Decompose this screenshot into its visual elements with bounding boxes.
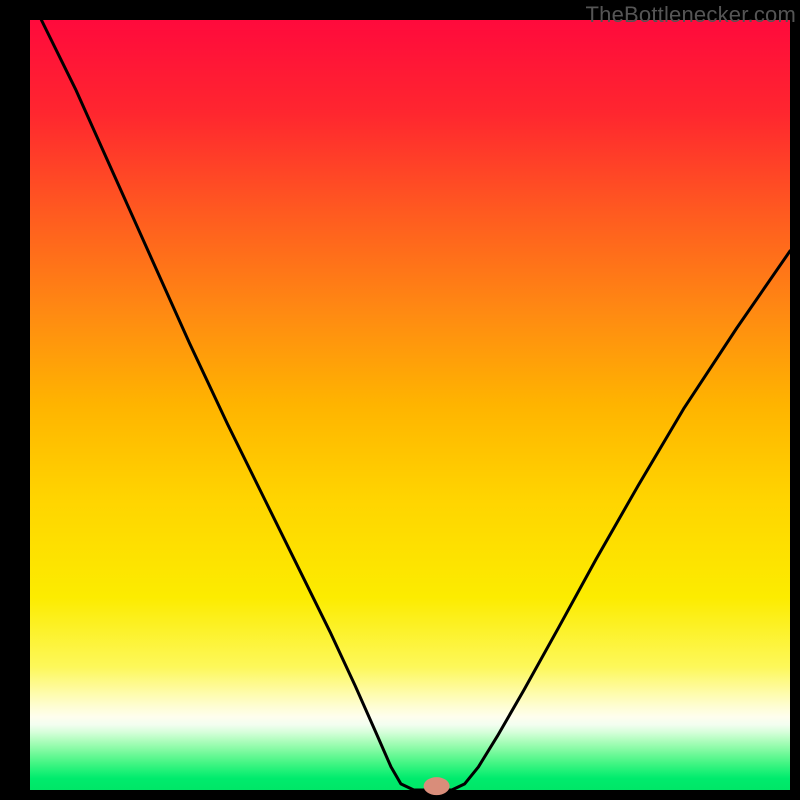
bottleneck-chart [0,0,800,800]
chart-container: TheBottlenecker.com [0,0,800,800]
optimal-marker [424,777,450,795]
watermark-text: TheBottlenecker.com [586,2,796,28]
plot-background [30,20,790,790]
